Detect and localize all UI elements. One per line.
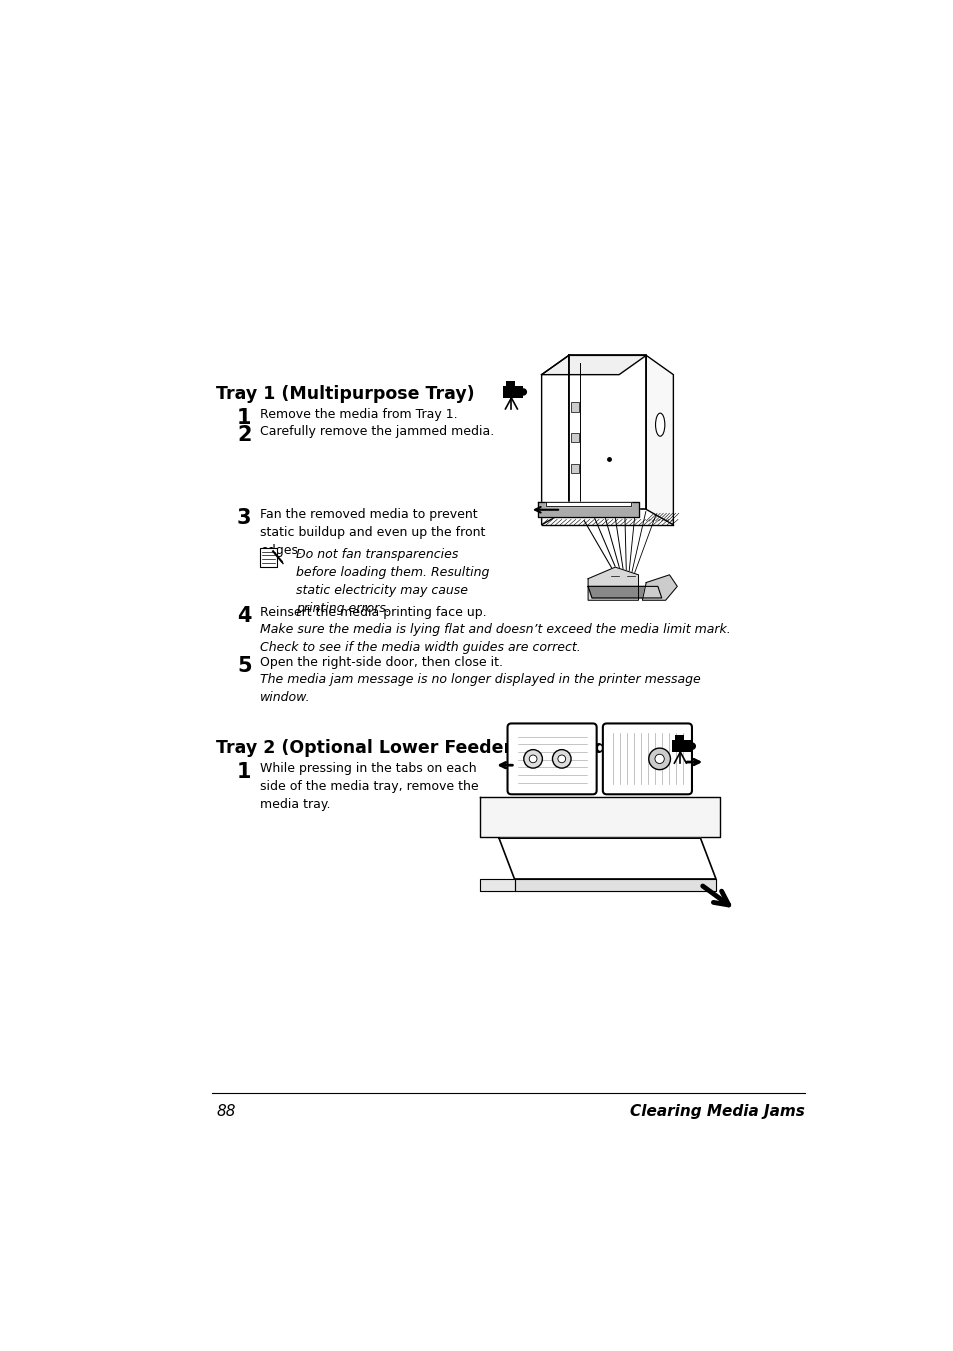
Polygon shape <box>541 355 645 374</box>
Text: 88: 88 <box>216 1104 235 1119</box>
Text: 2: 2 <box>236 424 252 444</box>
Bar <box>571 463 578 473</box>
Polygon shape <box>541 355 568 524</box>
Text: Make sure the media is lying flat and doesn’t exceed the media limit mark.
Check: Make sure the media is lying flat and do… <box>260 623 730 654</box>
Circle shape <box>688 743 696 750</box>
Text: Tray 1 (Multipurpose Tray): Tray 1 (Multipurpose Tray) <box>216 385 475 403</box>
Polygon shape <box>514 880 716 890</box>
Text: 5: 5 <box>236 655 252 676</box>
Text: The media jam message is no longer displayed in the printer message
window.: The media jam message is no longer displ… <box>260 673 700 704</box>
Circle shape <box>519 388 527 396</box>
Circle shape <box>648 748 670 770</box>
Polygon shape <box>641 574 677 600</box>
Text: Tray 2 (Optional Lower Feeder Unit Media Tray): Tray 2 (Optional Lower Feeder Unit Media… <box>216 739 679 757</box>
Bar <box>571 434 578 442</box>
Bar <box>502 386 523 399</box>
Circle shape <box>529 755 537 763</box>
Polygon shape <box>479 797 720 836</box>
Text: Do not fan transparencies
before loading them. Resulting
static electricity may : Do not fan transparencies before loading… <box>295 549 489 615</box>
Text: Fan the removed media to prevent
static buildup and even up the front
edges.: Fan the removed media to prevent static … <box>260 508 485 557</box>
Polygon shape <box>537 501 638 517</box>
Text: Clearing Media Jams: Clearing Media Jams <box>630 1104 804 1119</box>
Ellipse shape <box>655 413 664 436</box>
Polygon shape <box>587 567 638 600</box>
FancyBboxPatch shape <box>602 723 691 794</box>
Text: Open the right-side door, then close it.: Open the right-side door, then close it. <box>260 655 503 669</box>
Polygon shape <box>645 355 673 524</box>
FancyBboxPatch shape <box>507 723 596 794</box>
Polygon shape <box>568 355 645 509</box>
Text: 3: 3 <box>236 508 252 528</box>
Bar <box>260 549 277 566</box>
Polygon shape <box>545 503 630 505</box>
Bar <box>571 403 578 412</box>
Text: 1: 1 <box>236 408 252 428</box>
Polygon shape <box>587 586 661 598</box>
Circle shape <box>655 754 663 763</box>
Circle shape <box>523 750 542 769</box>
Bar <box>671 740 692 753</box>
Bar <box>506 381 515 386</box>
Polygon shape <box>479 880 514 890</box>
Text: 4: 4 <box>236 607 252 627</box>
Text: 1: 1 <box>236 762 252 782</box>
Circle shape <box>552 750 571 769</box>
Text: Carefully remove the jammed media.: Carefully remove the jammed media. <box>260 424 494 438</box>
Circle shape <box>558 755 565 763</box>
Bar <box>675 735 683 740</box>
Text: While pressing in the tabs on each
side of the media tray, remove the
media tray: While pressing in the tabs on each side … <box>260 762 478 811</box>
Polygon shape <box>498 838 716 880</box>
Text: Remove the media from Tray 1.: Remove the media from Tray 1. <box>260 408 457 420</box>
Text: Reinsert the media printing face up.: Reinsert the media printing face up. <box>260 607 486 619</box>
